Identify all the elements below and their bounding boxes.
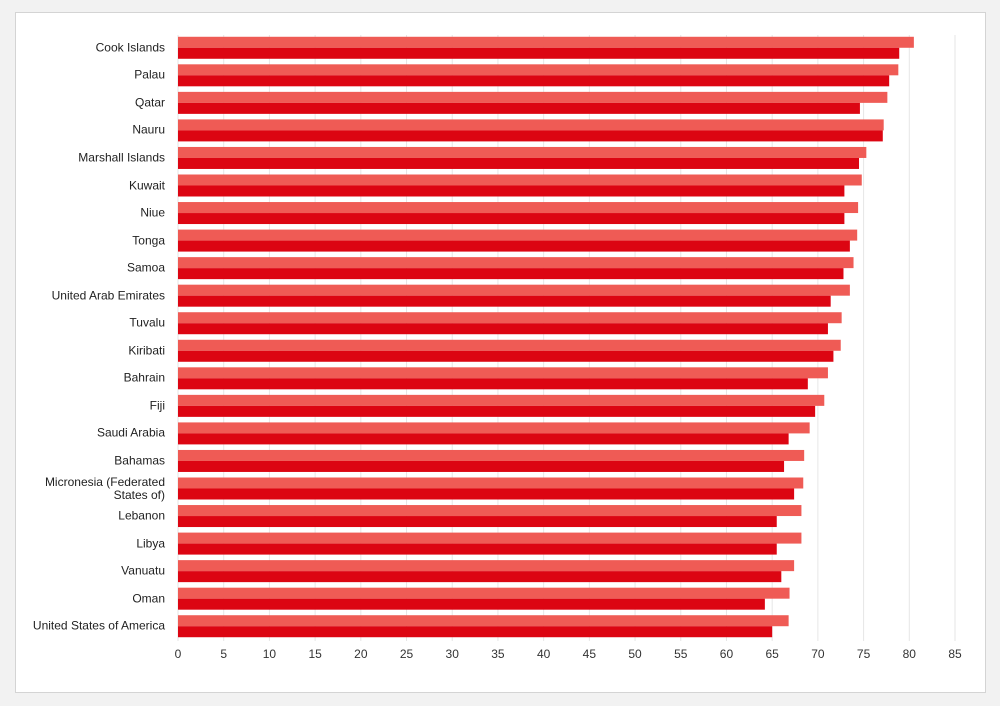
bar (178, 323, 828, 335)
bar (178, 312, 842, 324)
y-tick-label: Marshall Islands (78, 150, 165, 165)
x-tick-label: 85 (948, 647, 962, 661)
bar (178, 587, 790, 599)
x-tick-label: 25 (400, 647, 414, 661)
x-tick-label: 5 (220, 647, 227, 661)
bar (178, 268, 844, 280)
bar (178, 47, 900, 59)
bar (178, 130, 883, 142)
bar (178, 102, 860, 114)
bar (178, 543, 777, 555)
bar (178, 174, 862, 186)
bar (178, 615, 789, 627)
bar (178, 339, 841, 351)
y-tick-label: Saudi Arabia (96, 425, 165, 440)
x-tick-label: 45 (583, 647, 597, 661)
y-tick-label: Vanuatu (121, 563, 165, 578)
bar (178, 229, 858, 241)
bar (178, 36, 914, 48)
bar (178, 75, 890, 87)
x-tick-label: 65 (765, 647, 779, 661)
bar (178, 449, 805, 461)
y-tick-label: Palau (134, 67, 165, 82)
y-tick-label: Tuvalu (129, 315, 165, 330)
bar (178, 119, 884, 131)
bar (178, 394, 825, 406)
y-tick-label: Oman (132, 591, 165, 606)
y-tick-label: United States of America (32, 618, 165, 633)
bar (178, 157, 860, 169)
x-tick-label: 35 (491, 647, 505, 661)
bar (178, 505, 802, 517)
bar (178, 185, 845, 197)
bar (178, 64, 899, 76)
y-tick-label: United Arab Emirates (51, 288, 165, 303)
y-tick-label: Micronesia (Federated States of) (44, 474, 165, 502)
x-tick-label: 70 (811, 647, 825, 661)
bar (178, 240, 850, 252)
y-tick-label: Lebanon (118, 508, 165, 523)
y-tick-label: Tonga (132, 233, 165, 248)
x-tick-label: 10 (263, 647, 277, 661)
bar (178, 146, 867, 158)
bar (178, 91, 888, 103)
y-tick-label: Nauru (132, 122, 165, 137)
x-tick-label: 30 (446, 647, 460, 661)
y-tick-label: Bahamas (114, 453, 165, 468)
x-tick-label: 20 (354, 647, 368, 661)
y-tick-label: Kiribati (128, 343, 165, 358)
x-tick-label: 75 (857, 647, 871, 661)
bar (178, 202, 859, 214)
y-tick-label: Samoa (126, 260, 165, 275)
bar (178, 422, 810, 434)
bar (178, 295, 831, 307)
y-tick-label: Cook Islands (95, 40, 165, 55)
y-tick-label: Qatar (134, 95, 165, 110)
bar (178, 488, 795, 500)
bar (178, 626, 773, 638)
bar (178, 284, 850, 296)
y-tick-label: Kuwait (128, 178, 165, 192)
bar (178, 460, 785, 472)
y-tick-label: Bahrain (123, 370, 165, 385)
bar (178, 477, 804, 489)
x-tick-label: 50 (628, 647, 642, 661)
bar (178, 598, 765, 610)
bar (178, 433, 789, 445)
bar (178, 213, 845, 225)
bar (178, 560, 795, 572)
x-tick-label: 80 (903, 647, 917, 661)
bar (178, 378, 808, 390)
bar (178, 532, 802, 544)
x-tick-label: 15 (308, 647, 322, 661)
bar (178, 257, 854, 269)
x-tick-label: 40 (537, 647, 551, 661)
x-tick-label: 60 (720, 647, 734, 661)
y-tick-label: Libya (136, 536, 165, 551)
bar (178, 367, 828, 379)
bar (178, 571, 782, 583)
x-tick-label: 55 (674, 647, 688, 661)
bar (178, 516, 777, 528)
x-tick-label: 0 (175, 647, 182, 661)
bar (178, 350, 834, 362)
bar (178, 405, 816, 417)
y-tick-label: Niue (140, 205, 165, 220)
y-tick-label: Fiji (149, 398, 165, 413)
